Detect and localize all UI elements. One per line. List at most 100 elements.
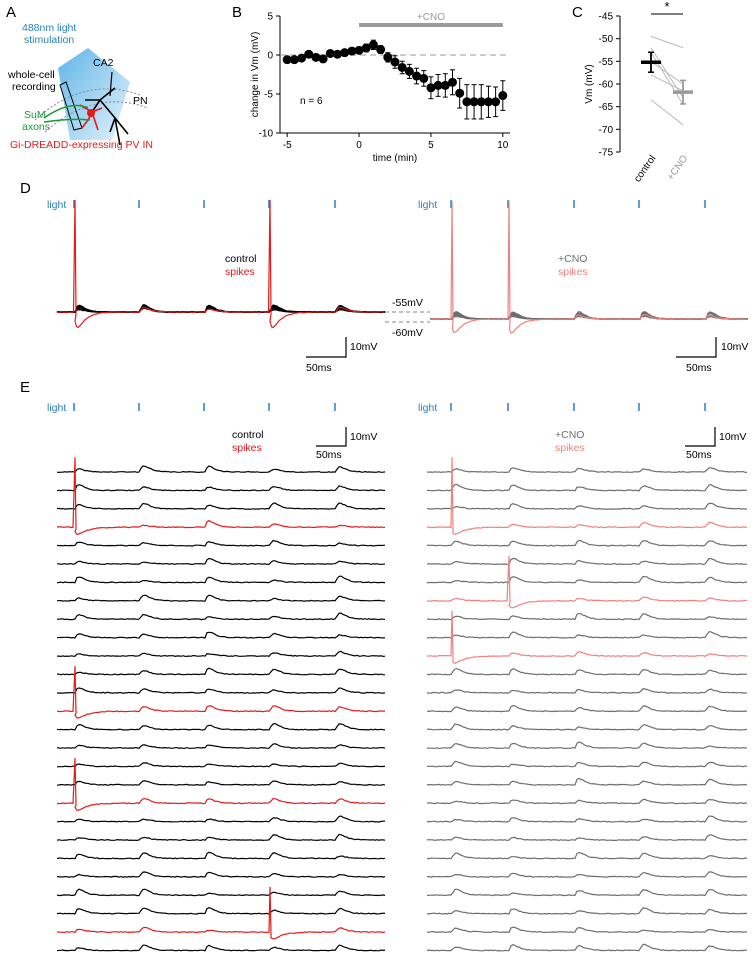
- data-point: [383, 52, 393, 62]
- sweep-trace: [57, 457, 386, 535]
- scale-v-left: 10mV: [350, 431, 377, 443]
- sweep-trace: [426, 668, 748, 676]
- data-point: [404, 66, 414, 76]
- y-tick-label: -55: [599, 57, 614, 68]
- sweep-trace: [56, 575, 386, 584]
- light-label-left: light: [47, 199, 66, 211]
- sweep-trace: [56, 722, 386, 731]
- y-tick-label: -60: [599, 80, 614, 91]
- data-point: [483, 97, 493, 107]
- pv-soma-icon: [87, 109, 95, 117]
- panel-label-d: D: [20, 180, 31, 197]
- scale-bar: [316, 427, 347, 447]
- data-point: [440, 80, 450, 90]
- data-point: [498, 91, 508, 101]
- data-point: [354, 45, 364, 55]
- x-category-label: +CNO: [665, 153, 690, 182]
- x-tick-label: 5: [428, 140, 434, 151]
- data-point: [412, 71, 422, 81]
- sweep-trace: [426, 741, 748, 750]
- data-point: [347, 46, 357, 56]
- y-tick-label: -10: [259, 129, 274, 140]
- pn-label: PN: [133, 95, 148, 107]
- sweep-trace: [426, 457, 748, 535]
- light-label-right: light: [418, 199, 437, 211]
- sweep-trace: [426, 943, 748, 952]
- panel-d-traces: light light control spikes +CNO spikes -…: [47, 199, 748, 374]
- paired-line: [650, 60, 684, 85]
- paired-line: [650, 99, 684, 126]
- data-point: [390, 57, 400, 67]
- data-point: [469, 97, 479, 107]
- sweep-trace: [427, 760, 748, 768]
- y-tick-label: -65: [599, 102, 614, 113]
- sweep-trace: [56, 612, 386, 621]
- sweep-trace: [56, 650, 386, 658]
- spikes-label: spikes: [232, 442, 262, 454]
- data-point: [462, 97, 472, 107]
- sweep-trace: [56, 667, 386, 676]
- sweep-trace: [426, 704, 747, 713]
- cno-bar-label: +CNO: [417, 12, 445, 23]
- x-tick-label: 0: [356, 140, 362, 151]
- cno-spikes-label: spikes: [558, 266, 588, 278]
- pyramidal-neuron-icon: [85, 87, 129, 146]
- layer-boundary: [44, 101, 149, 133]
- light-label-right: light: [418, 402, 437, 414]
- sweep-trace: [56, 907, 386, 915]
- sweep-trace: [56, 666, 385, 719]
- sweep-trace: [56, 484, 386, 492]
- sweep-trace: [426, 502, 748, 510]
- y-tick-label: -45: [599, 12, 614, 23]
- data-point: [340, 48, 350, 58]
- sweep-trace: [426, 688, 748, 694]
- sweep-trace: [426, 610, 748, 664]
- panel-label-a: A: [6, 4, 16, 21]
- spikes-label: spikes: [225, 266, 255, 278]
- sweep-trace: [426, 723, 748, 731]
- panel-e-traces: light light control spikes +CNO spikes 1…: [47, 402, 748, 952]
- significance-marker: *: [664, 0, 669, 14]
- spike-trace: [429, 200, 749, 334]
- x-axis-label: time (min): [373, 153, 417, 164]
- sweep-trace: [56, 833, 386, 842]
- control-label: control: [232, 429, 264, 441]
- sweep-trace: [426, 798, 748, 805]
- sum-label-line1: SuM: [24, 109, 46, 121]
- pv-label: Gi-DREADD-expressing PV IN: [10, 139, 153, 151]
- y-axis-label: change in Vm (mV): [250, 32, 261, 118]
- sweep-trace: [56, 851, 386, 860]
- panel-c-chart: -45 -50 -55 -60 -65 -70 -75 Vm (mV) * control +CNO: [584, 0, 693, 184]
- sweep-trace: [426, 888, 748, 897]
- sweep-trace: [56, 944, 386, 952]
- region-label: CA2: [93, 57, 114, 69]
- scale-v-right: 10mV: [719, 431, 746, 443]
- sweep-trace: [426, 777, 748, 786]
- data-point: [376, 45, 386, 55]
- data-point: [282, 55, 292, 65]
- sweep-trace: [56, 871, 386, 878]
- y-tick-label: -50: [599, 34, 614, 45]
- data-point: [304, 49, 314, 59]
- sweep-trace: [426, 926, 748, 934]
- paired-line: [650, 52, 684, 105]
- panel-label-e: E: [20, 379, 30, 396]
- scale-v-left: 10mV: [350, 341, 377, 353]
- n-annotation: n = 6: [300, 96, 323, 107]
- data-point: [397, 62, 407, 72]
- cno-label: +CNO: [555, 429, 584, 441]
- y-tick-label: -70: [599, 125, 614, 136]
- data-point: [333, 49, 342, 59]
- y-axis-label: Vm (mV): [584, 64, 595, 103]
- data-point: [448, 77, 457, 87]
- x-category-label: control: [632, 153, 658, 184]
- x-tick-label: 10: [497, 140, 509, 151]
- rec-label-line2: recording: [12, 81, 56, 93]
- sum-label-line2: axons: [22, 121, 50, 133]
- layer-boundary: [34, 88, 141, 121]
- scale-bar: [306, 337, 347, 358]
- sweep-trace: [426, 483, 747, 492]
- sweep-trace: [56, 539, 386, 547]
- panel-label-b: B: [232, 4, 242, 21]
